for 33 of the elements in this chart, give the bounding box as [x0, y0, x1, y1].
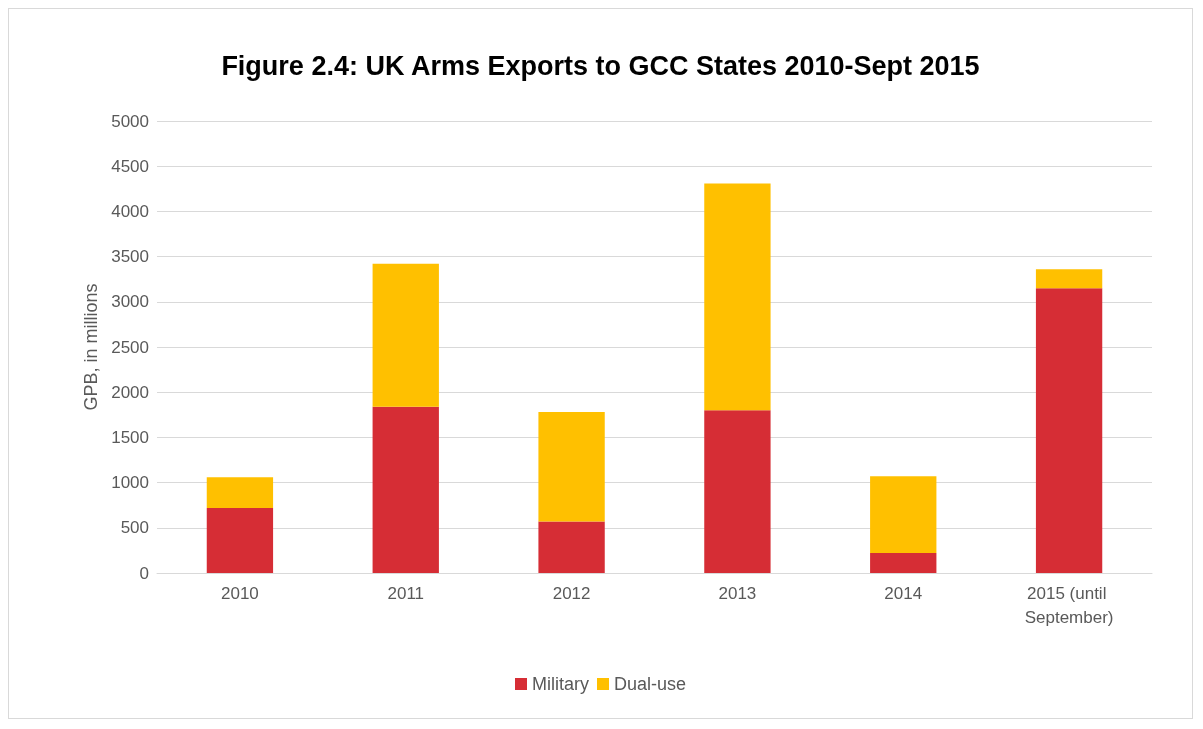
bar	[538, 521, 605, 573]
bar	[1035, 288, 1103, 573]
x-tick-label: 2014	[884, 583, 923, 603]
y-tick-label: 1000	[111, 473, 149, 493]
chart-title: Figure 2.4: UK Arms Exports to GCC States 2010-Sept 2015	[221, 50, 980, 81]
legend-label: Military	[531, 674, 589, 694]
bar	[372, 406, 439, 573]
y-tick-label: 5000	[111, 111, 149, 131]
bar	[704, 183, 771, 411]
x-tick-label: 2015 (until September)	[1024, 583, 1114, 627]
bar	[538, 412, 605, 522]
bar	[1035, 269, 1103, 289]
bar	[372, 263, 439, 407]
x-tick-label: 2013	[718, 583, 757, 603]
y-axis-title: GPB, in millions	[81, 283, 102, 411]
y-tick-label: 2000	[111, 382, 149, 402]
bar	[870, 476, 937, 554]
y-tick-label: 500	[120, 518, 149, 538]
y-tick-label: 4000	[111, 201, 149, 221]
legend-label: Dual-use	[613, 674, 687, 694]
y-tick-label: 4500	[111, 156, 149, 176]
bar	[870, 553, 937, 573]
y-tick-label: 3500	[111, 247, 149, 267]
x-tick-label: 2011	[387, 583, 425, 603]
bar	[206, 477, 274, 508]
y-tick-label: 2500	[111, 337, 149, 357]
x-tick-label: 2010	[221, 583, 259, 603]
y-tick-label: 0	[139, 563, 149, 583]
y-tick-label: 3000	[111, 292, 149, 312]
bar	[704, 410, 771, 573]
x-tick-label: 2012	[552, 583, 591, 603]
y-tick-label: 1500	[111, 427, 149, 447]
bar	[206, 507, 274, 573]
